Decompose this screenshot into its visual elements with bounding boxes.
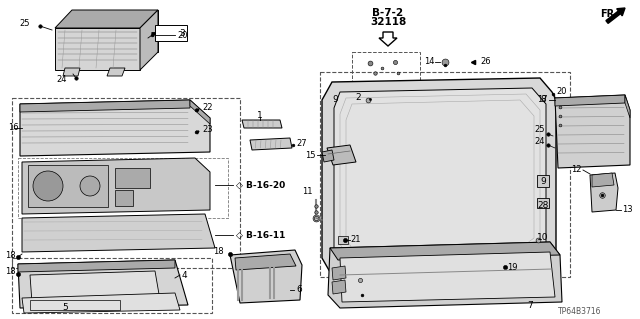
Text: 24: 24: [57, 76, 67, 85]
Text: 21: 21: [350, 235, 360, 244]
Bar: [155, 25, 187, 41]
Text: 24: 24: [535, 137, 545, 146]
Polygon shape: [322, 150, 334, 162]
Text: FR.: FR.: [600, 9, 618, 19]
Text: 23: 23: [202, 125, 212, 135]
Text: 3: 3: [179, 28, 185, 38]
Text: 12: 12: [572, 166, 582, 174]
Bar: [338, 236, 348, 244]
Polygon shape: [340, 252, 555, 302]
Polygon shape: [328, 242, 562, 308]
Polygon shape: [18, 260, 175, 272]
Polygon shape: [22, 214, 215, 252]
Text: 18: 18: [212, 248, 223, 256]
Bar: [28, 165, 108, 207]
Text: 25: 25: [535, 125, 545, 135]
Text: B-7-2: B-7-2: [372, 8, 404, 18]
Text: 15: 15: [305, 151, 316, 160]
Text: 9: 9: [540, 177, 546, 187]
Polygon shape: [235, 254, 296, 270]
Text: 9: 9: [332, 95, 338, 105]
Text: TP64B3716: TP64B3716: [558, 308, 602, 316]
Circle shape: [80, 176, 100, 196]
Text: 20: 20: [556, 87, 566, 97]
Polygon shape: [322, 78, 556, 272]
Text: 28: 28: [538, 201, 548, 210]
Text: 7: 7: [527, 300, 533, 309]
Polygon shape: [332, 280, 346, 294]
Polygon shape: [107, 68, 125, 76]
Polygon shape: [55, 10, 158, 28]
Polygon shape: [555, 95, 630, 168]
Text: 11: 11: [301, 188, 312, 197]
Text: 1: 1: [257, 110, 263, 120]
Bar: [352, 52, 420, 90]
Text: 2: 2: [355, 93, 361, 102]
Polygon shape: [63, 68, 80, 76]
Polygon shape: [72, 10, 158, 52]
Text: ◇ B-16-11: ◇ B-16-11: [236, 231, 285, 240]
Text: ◇ B-16-20: ◇ B-16-20: [236, 181, 285, 189]
Text: 20: 20: [177, 31, 188, 40]
Polygon shape: [20, 100, 190, 112]
Bar: [115, 168, 150, 188]
Polygon shape: [625, 95, 630, 118]
Bar: [537, 175, 549, 187]
Text: 18: 18: [5, 250, 15, 259]
Polygon shape: [230, 250, 302, 303]
Polygon shape: [330, 242, 560, 260]
Bar: [18, 158, 228, 218]
Polygon shape: [18, 260, 188, 308]
Text: 17: 17: [538, 95, 548, 105]
Polygon shape: [555, 95, 625, 106]
Polygon shape: [190, 100, 210, 124]
Text: 26: 26: [480, 57, 491, 66]
Text: 18: 18: [5, 268, 15, 277]
Polygon shape: [20, 100, 210, 156]
Bar: [12, 258, 212, 313]
Polygon shape: [22, 293, 180, 313]
Text: 6: 6: [296, 286, 301, 294]
Text: 14: 14: [424, 57, 435, 66]
Text: 10: 10: [537, 234, 548, 242]
Polygon shape: [250, 138, 292, 150]
Text: 22: 22: [202, 103, 212, 113]
Bar: [30, 300, 120, 310]
Bar: [115, 190, 133, 206]
Circle shape: [33, 171, 63, 201]
Polygon shape: [334, 88, 546, 264]
Text: 8: 8: [540, 95, 546, 105]
Polygon shape: [590, 173, 618, 212]
Polygon shape: [332, 266, 346, 280]
Bar: [537, 198, 549, 208]
Bar: [12, 98, 240, 268]
Text: 25: 25: [20, 19, 30, 27]
Text: 5: 5: [62, 303, 68, 313]
Polygon shape: [55, 28, 140, 70]
Polygon shape: [327, 145, 356, 165]
Text: 16: 16: [8, 123, 19, 132]
Bar: [320, 72, 570, 277]
Polygon shape: [592, 173, 614, 187]
FancyArrow shape: [606, 8, 625, 23]
Text: 32118: 32118: [370, 17, 406, 27]
Polygon shape: [30, 271, 160, 303]
Text: 4: 4: [182, 271, 188, 279]
Text: 19: 19: [507, 263, 518, 272]
Polygon shape: [242, 120, 282, 128]
Text: 13: 13: [622, 205, 632, 214]
Polygon shape: [22, 158, 210, 214]
Polygon shape: [379, 32, 397, 46]
Polygon shape: [140, 10, 158, 70]
Text: 27: 27: [296, 138, 307, 147]
